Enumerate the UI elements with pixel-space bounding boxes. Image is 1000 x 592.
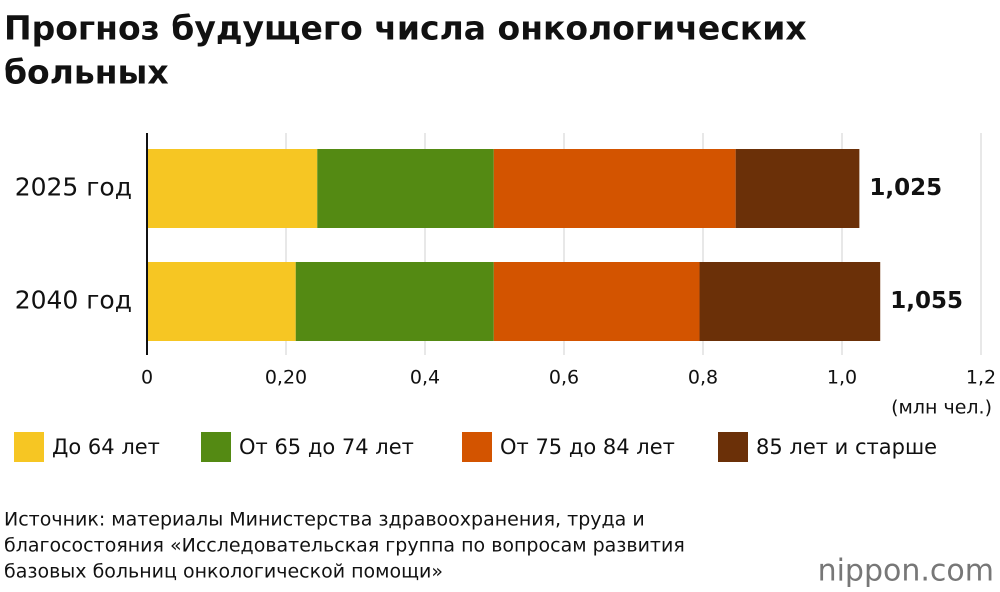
x-tick-label: 0,6 xyxy=(549,367,579,389)
legend-swatch xyxy=(462,432,492,462)
y-tick-label: 2040 год xyxy=(15,286,132,315)
total-label: 1,025 xyxy=(869,175,942,201)
x-axis-label: (млн чел.) xyxy=(891,397,992,419)
legend-label: 85 лет и старше xyxy=(756,435,937,459)
chart-title: Прогноз будущего числа онкологических xyxy=(4,9,807,48)
x-tick-label: 0,4 xyxy=(410,367,440,389)
chart-title: больных xyxy=(4,53,169,92)
x-tick-label: 0,8 xyxy=(688,367,718,389)
bar-segment xyxy=(493,149,736,228)
x-tick-label: 1,2 xyxy=(966,367,996,389)
bar-segment xyxy=(147,149,318,228)
source: благосостояния «Исследовательская группа… xyxy=(4,535,685,557)
x-tick-label: 1,0 xyxy=(827,367,857,389)
legend-swatch xyxy=(14,432,44,462)
bar-segment xyxy=(295,262,494,341)
legend-swatch xyxy=(718,432,748,462)
total-label: 1,055 xyxy=(890,288,963,314)
legend-label: От 75 до 84 лет xyxy=(500,435,675,459)
source: базовых больниц онкологической помощи» xyxy=(4,561,443,583)
source: Источник: материалы Министерства здравоо… xyxy=(4,509,645,531)
bar-segment xyxy=(735,149,860,228)
bar-segment xyxy=(317,149,494,228)
legend-swatch xyxy=(201,432,231,462)
x-tick-label: 0,20 xyxy=(265,367,307,389)
bar-segment xyxy=(147,262,296,341)
logo: nippon.com xyxy=(818,554,994,589)
bar-segment xyxy=(699,262,881,341)
y-tick-label: 2025 год xyxy=(15,173,132,202)
bar-segment xyxy=(493,262,700,341)
x-tick-label: 0 xyxy=(141,367,153,389)
legend-label: До 64 лет xyxy=(52,435,160,459)
legend-label: От 65 до 74 лет xyxy=(239,435,414,459)
